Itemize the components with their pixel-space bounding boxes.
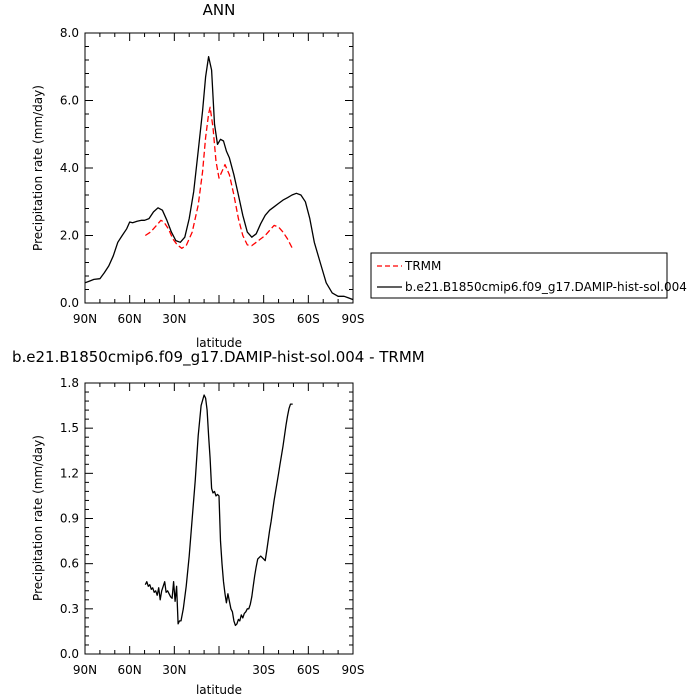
chart-title: b.e21.B1850cmip6.f09_g17.DAMIP-hist-sol.… bbox=[12, 348, 425, 367]
x-tick-label: 30S bbox=[252, 312, 275, 326]
x-tick-label: 30N bbox=[162, 663, 186, 677]
y-axis-label: Precipitation rate (mm/day) bbox=[31, 85, 45, 251]
plot-frame bbox=[84, 382, 354, 655]
bottom-chart: b.e21.B1850cmip6.f09_g17.DAMIP-hist-sol.… bbox=[12, 348, 425, 697]
x-tick-label: 60S bbox=[297, 663, 320, 677]
y-tick-label: 6.0 bbox=[60, 94, 79, 108]
y-tick-label: 4.0 bbox=[60, 161, 79, 175]
y-tick-label: 0.6 bbox=[60, 557, 79, 571]
y-tick-label: 1.2 bbox=[60, 466, 79, 480]
x-tick-label: 90S bbox=[342, 312, 365, 326]
y-tick-label: 1.5 bbox=[60, 421, 79, 435]
x-axis-label: latitude bbox=[196, 683, 242, 697]
plot-area: 90N 60N 30N 30S 60S 90S 0.0 0.3 0.6 0.9 1.2 1.5 1.8 bbox=[60, 376, 365, 677]
series-line-model bbox=[84, 55, 354, 301]
legend-label-model: b.e21.B1850cmip6.f09_g17.DAMIP-hist-sol.… bbox=[405, 280, 687, 294]
y-tick-label: 1.8 bbox=[60, 376, 79, 390]
x-axis-label: latitude bbox=[196, 336, 242, 350]
plot-frame bbox=[84, 32, 354, 304]
legend: TRMM b.e21.B1850cmip6.f09_g17.DAMIP-hist… bbox=[370, 252, 687, 299]
y-tick-label: 0.3 bbox=[60, 602, 79, 616]
x-tick-label: 60N bbox=[118, 663, 142, 677]
legend-box bbox=[370, 252, 668, 299]
legend-label-trmm: TRMM bbox=[404, 259, 441, 273]
x-tick-label: 30N bbox=[162, 312, 186, 326]
y-axis-label: Precipitation rate (mm/day) bbox=[31, 435, 45, 601]
chart-title: ANN bbox=[203, 1, 236, 19]
y-tick-label: 2.0 bbox=[60, 229, 79, 243]
y-tick-label: 0.9 bbox=[60, 512, 79, 526]
y-tick-label: 0.0 bbox=[60, 296, 79, 310]
y-tick-label: 0.0 bbox=[60, 647, 79, 661]
x-tick-label: 60N bbox=[118, 312, 142, 326]
series-line-difference bbox=[144, 394, 293, 627]
top-chart: ANN latitude Precipitation rate (mm/day)… bbox=[31, 1, 687, 350]
x-tick-label: 30S bbox=[252, 663, 275, 677]
plot-area: 90N 60N 30N 30S 60S 90S 0.0 2.0 4.0 6.0 8.0 bbox=[60, 26, 365, 326]
series-line-trmm bbox=[144, 106, 294, 250]
x-tick-label: 90N bbox=[73, 312, 97, 326]
x-tick-label: 60S bbox=[297, 312, 320, 326]
y-tick-label: 8.0 bbox=[60, 26, 79, 40]
x-tick-label: 90S bbox=[342, 663, 365, 677]
x-tick-label: 90N bbox=[73, 663, 97, 677]
